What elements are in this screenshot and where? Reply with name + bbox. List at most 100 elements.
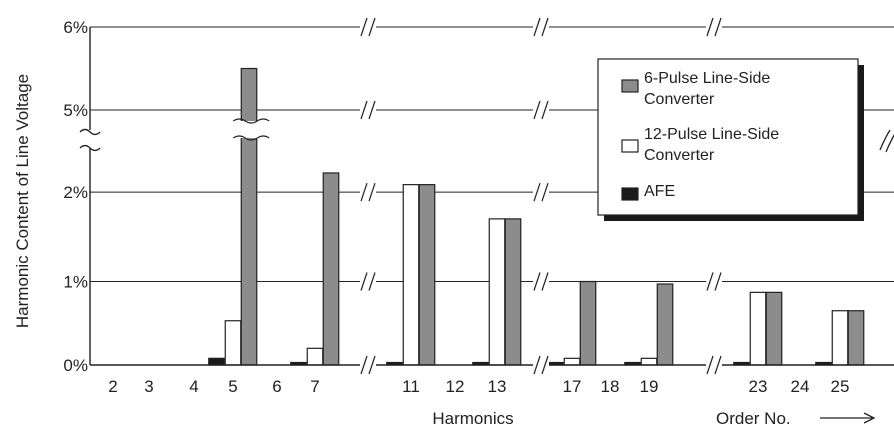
bar [579,280,597,366]
y-tick-label: 6% [63,18,88,37]
x-tick-label: 6 [272,377,281,396]
bar [504,218,522,366]
bar [224,320,242,366]
arrow-right-icon [820,412,876,424]
x-break-mark [714,17,722,37]
x-break-mark [368,182,376,202]
y-tick-labels: 0% 1% 2% 5% 6% [63,18,88,375]
bar-break-gap [238,121,260,138]
x-tick-label: 24 [791,377,810,396]
bar-break-mark [232,135,270,141]
x-tick-labels: 2 3 4 5 6 7 11 12 13 17 18 19 23 24 25 [108,377,849,396]
y-axis-break-mark [79,128,101,136]
bar [563,357,581,366]
bar [306,347,324,366]
x-tick-label: 25 [831,377,850,396]
x-break-gap [706,19,722,35]
x-tick-label: 2 [108,377,117,396]
x-break-mark [541,100,549,120]
x-tick-label: 12 [446,377,465,396]
bar [488,218,506,366]
y-tick-label: 5% [63,101,88,120]
x-break-mark [360,182,368,202]
x-break-gap [360,19,376,35]
x-break-gap [533,357,549,373]
x-tick-label: 11 [402,377,420,396]
x-break-gap [533,184,549,201]
x-break-mark [541,355,549,375]
x-break-mark [714,355,722,375]
x-break-mark [368,272,376,291]
x-break-mark [706,272,714,291]
legend-label: Converter [644,147,715,164]
x-break-mark [714,272,722,291]
bar [322,172,340,366]
axes [89,27,894,366]
y-tick-label: 2% [63,183,88,202]
y-tick-label: 0% [63,356,88,375]
bar [749,291,767,366]
x-tick-label: 3 [144,377,153,396]
bar [402,184,420,366]
y-axis-label: Harmonic Content of Line Voltage [13,74,32,328]
bar [847,310,865,366]
legend-label: 6-Pulse Line-Side [644,70,770,87]
x-break-mark [533,355,541,375]
x-break-mark [368,17,376,37]
right-break-mark [879,129,891,151]
legend-label: 12-Pulse Line-Side [644,126,779,143]
x-break-mark [706,355,714,375]
x-break-gap [533,19,549,35]
x-break-mark [533,100,541,120]
x-break-mark [533,272,541,291]
bar [831,310,849,366]
x-break-mark [360,272,368,291]
legend-box [597,58,859,216]
order-no-label: Order No. [716,409,791,428]
x-break-mark [533,182,541,202]
x-break-gap [533,273,549,290]
legend-swatch [621,187,639,201]
x-break-mark [360,355,368,375]
bar [240,67,258,366]
bar-break-mark [232,118,270,124]
y-tick-label: 1% [63,273,88,292]
bar [765,291,783,366]
x-break-gap [360,184,376,201]
x-tick-label: 17 [563,377,582,396]
y-axis-break-mark [79,144,101,152]
x-break-gap [533,102,549,118]
legend-swatch [621,79,639,93]
x-break-mark [368,100,376,120]
x-tick-label: 19 [640,377,659,396]
bar [656,283,674,366]
x-tick-label: 23 [749,377,768,396]
legend-swatch [621,139,639,153]
bar [208,357,225,366]
x-break-mark [706,17,714,37]
legend-label: AFE [644,183,675,200]
x-break-gap [360,357,376,373]
legend: 6-Pulse Line-Side Converter 12-Pulse Line-… [597,58,864,221]
x-axis-label: Harmonics [432,409,513,428]
x-tick-label: 4 [189,377,198,396]
x-break-mark [368,355,376,375]
x-tick-label: 18 [601,377,620,396]
x-break-gap [360,102,376,118]
x-break-mark [533,17,541,37]
x-tick-label: 7 [310,377,319,396]
bar [418,184,436,366]
bar [640,357,658,366]
x-break-gap [706,357,722,373]
x-break-mark [360,100,368,120]
x-tick-label: 5 [228,377,237,396]
x-break-gap [706,273,722,290]
right-break-mark [885,134,894,153]
x-break-mark [360,17,368,37]
x-break-mark [541,182,549,202]
x-break-mark [541,17,549,37]
x-tick-label: 13 [488,377,507,396]
legend-label: Converter [644,91,715,108]
x-break-gap [360,273,376,290]
